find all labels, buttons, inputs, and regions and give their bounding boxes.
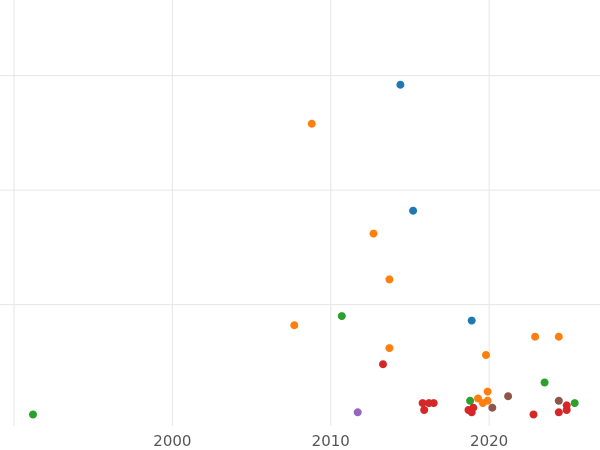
x-axis-ticks: 2000 2010 2020 [153,432,508,450]
data-point [504,392,513,401]
data-point [369,229,378,238]
data-point [379,360,387,369]
data-point [467,316,476,325]
data-point [554,396,563,405]
data-point [540,378,549,387]
data-point [482,351,490,359]
data-point [466,396,475,405]
data-point [531,332,540,341]
data-point [337,312,346,321]
x-tick-label: 2020 [470,432,508,450]
data-point [290,321,299,330]
data-point [385,275,394,284]
data-point [488,403,497,412]
data-point [554,332,563,341]
data-point [29,410,37,419]
x-tick-label: 2010 [312,432,350,450]
data-point [420,406,429,414]
data-point [396,80,405,89]
data-points [29,80,579,419]
grid [0,0,600,426]
data-point [483,396,492,405]
x-tick-label: 2000 [153,432,191,450]
data-point [483,387,492,396]
data-point [467,408,476,417]
data-point [429,399,438,408]
data-point [529,410,538,419]
data-point [570,399,579,408]
data-point [562,401,571,410]
data-point [418,399,427,408]
data-point [385,344,394,353]
data-point [409,206,418,215]
data-point [307,119,316,128]
data-point [554,408,563,417]
data-point [353,408,362,417]
